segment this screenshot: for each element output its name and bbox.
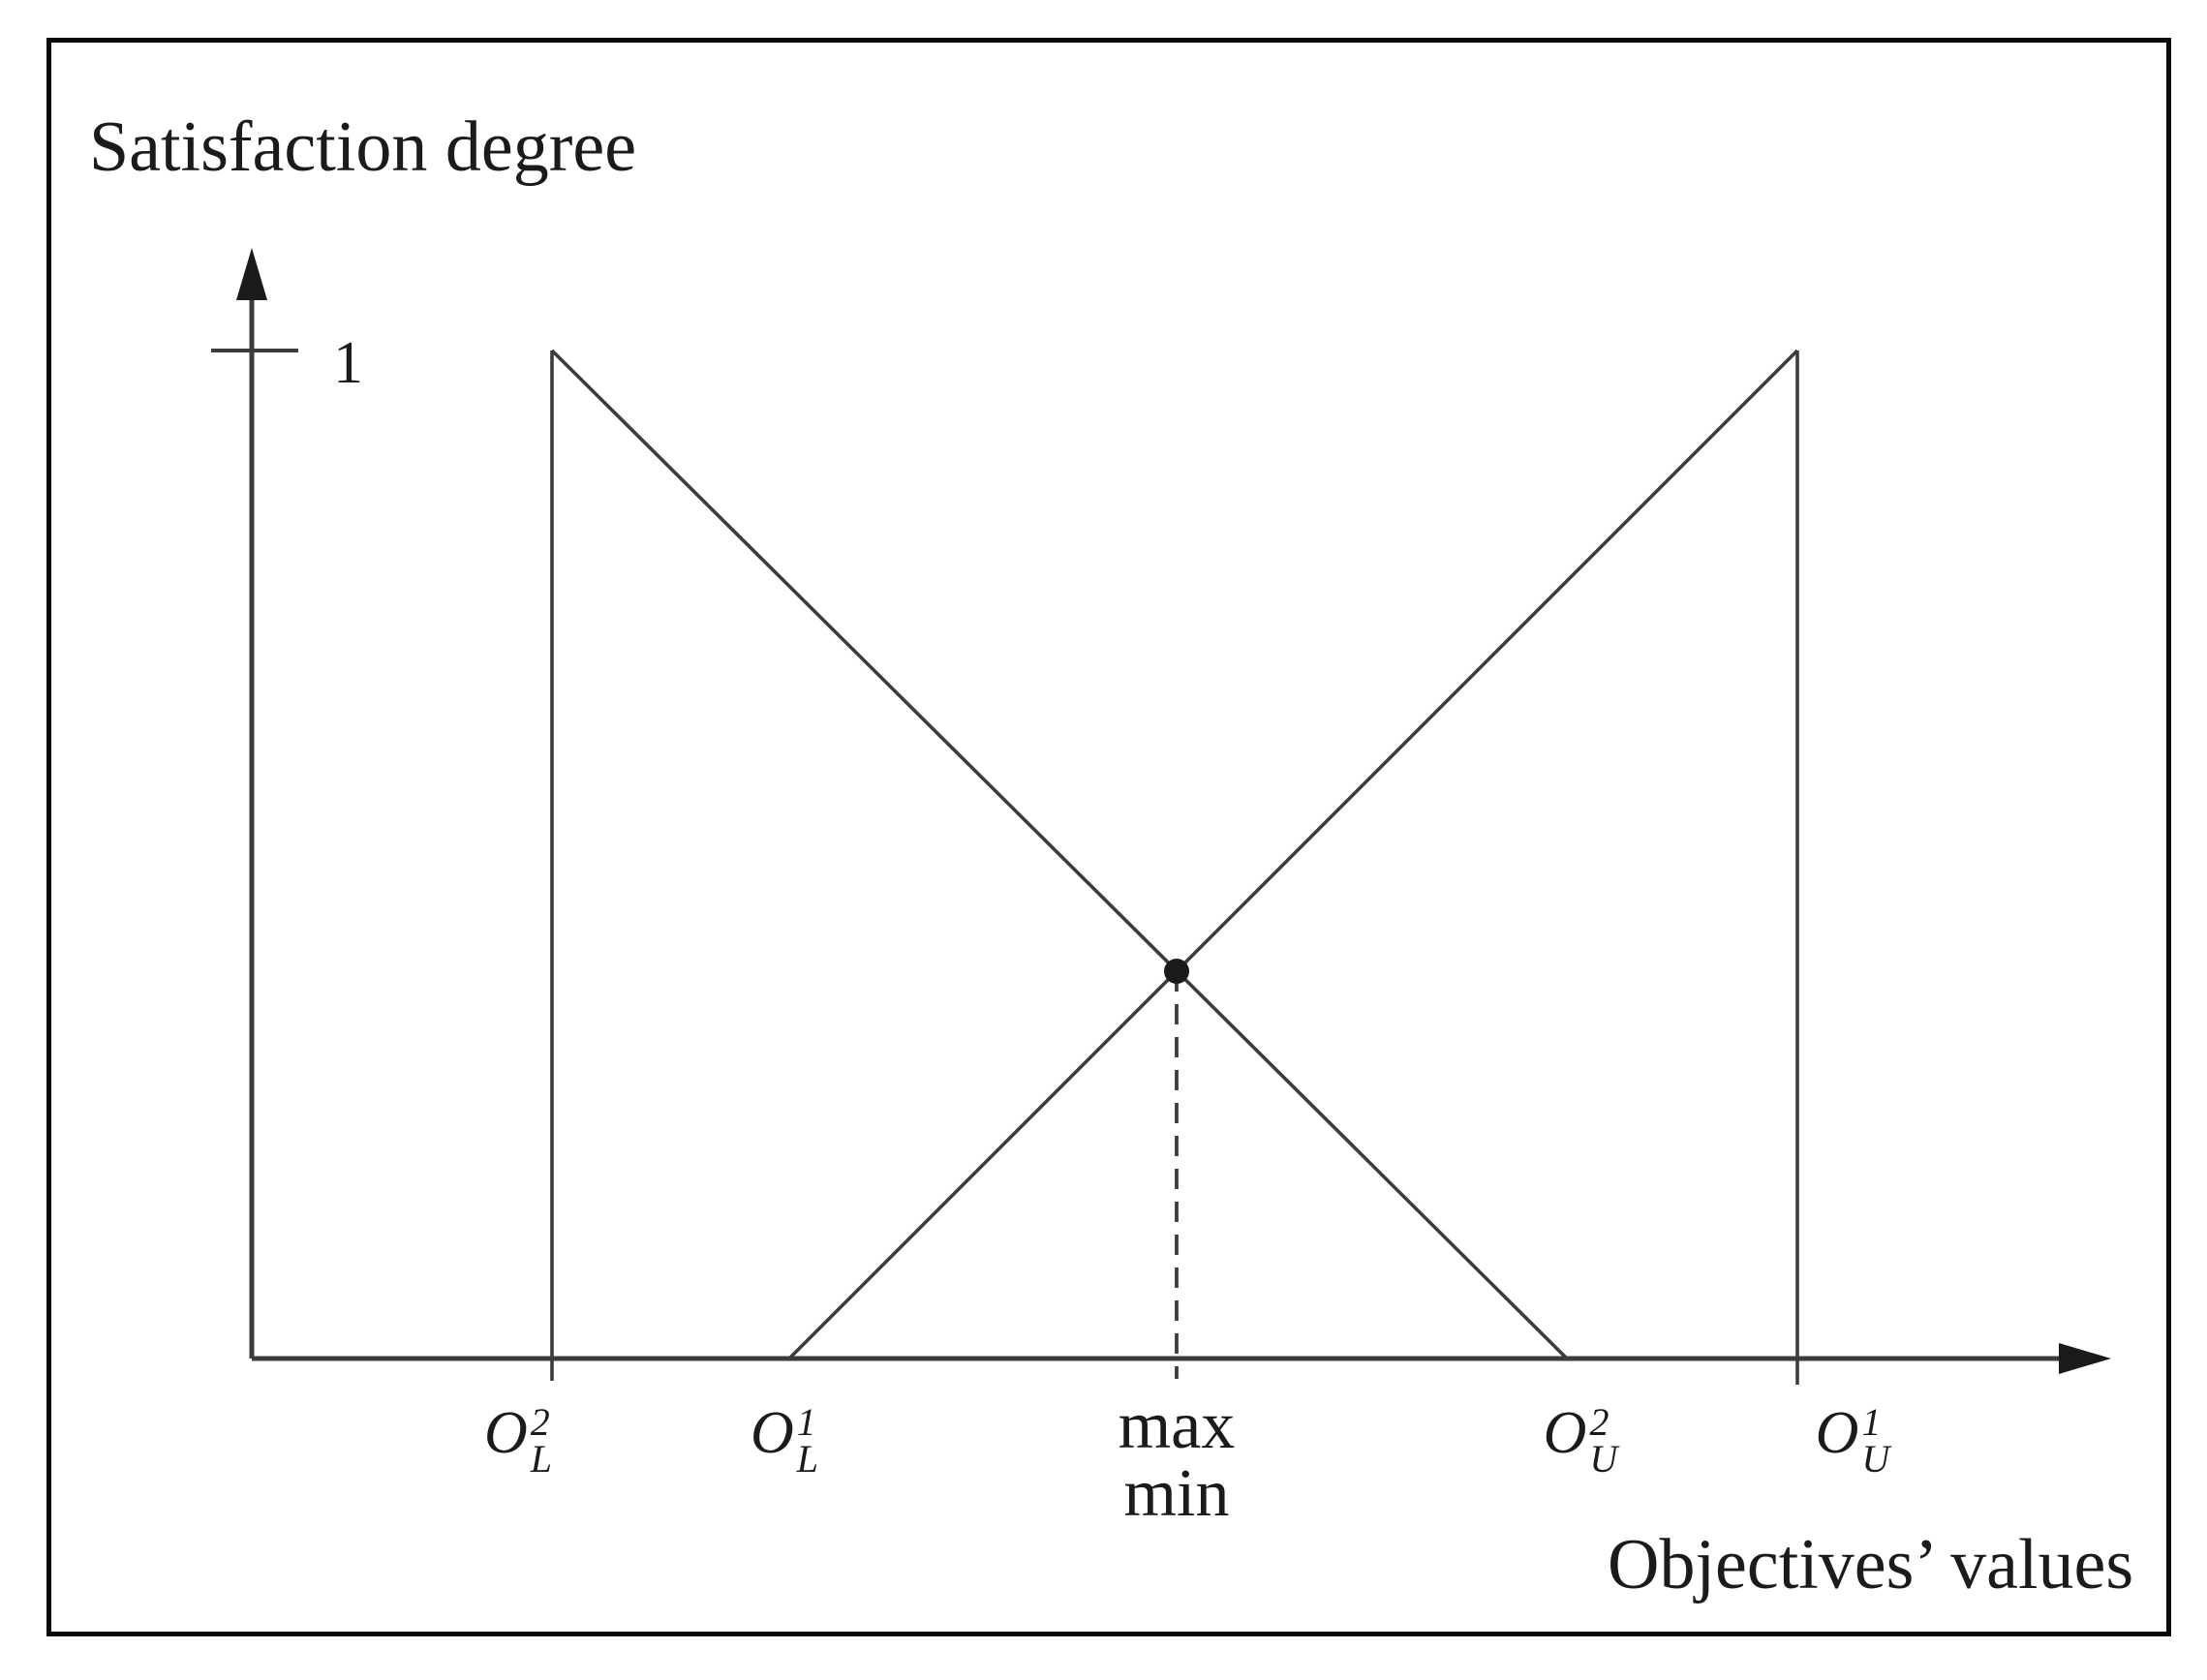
- ou1-sub: U: [1861, 1437, 1890, 1481]
- figure-border: [46, 38, 2171, 1636]
- y-axis-title: Satisfaction degree: [89, 107, 637, 187]
- x-axis-title: Objectives’ values: [1608, 1525, 2134, 1604]
- membership1-increasing-edge: [787, 349, 1799, 1360]
- maxmin-line-max: max: [1118, 1389, 1236, 1463]
- ol2-base: O: [483, 1400, 528, 1467]
- ol1-base: O: [750, 1400, 794, 1467]
- ou1-sup: 1: [1861, 1400, 1882, 1444]
- ol1-sub: L: [796, 1437, 819, 1481]
- ol2-sup: 2: [530, 1400, 550, 1444]
- ou2-sub: U: [1589, 1437, 1618, 1481]
- ou2-sup: 2: [1589, 1400, 1609, 1444]
- ou1-base: O: [1815, 1400, 1859, 1467]
- ol1-sup: 1: [796, 1400, 816, 1444]
- maxmin-line-min: min: [1123, 1456, 1230, 1531]
- membership2-decreasing-edge: [550, 349, 1569, 1360]
- ou2-base: O: [1543, 1400, 1587, 1467]
- x-axis-arrowhead: [2059, 1343, 2111, 1374]
- y-axis-arrowhead: [236, 248, 267, 300]
- x-tick-label-maxmin: max min: [1060, 1392, 1293, 1528]
- intersection-dot: [1164, 959, 1189, 984]
- ol2-sub: L: [530, 1437, 553, 1481]
- y-tick-label-1: 1: [333, 330, 363, 396]
